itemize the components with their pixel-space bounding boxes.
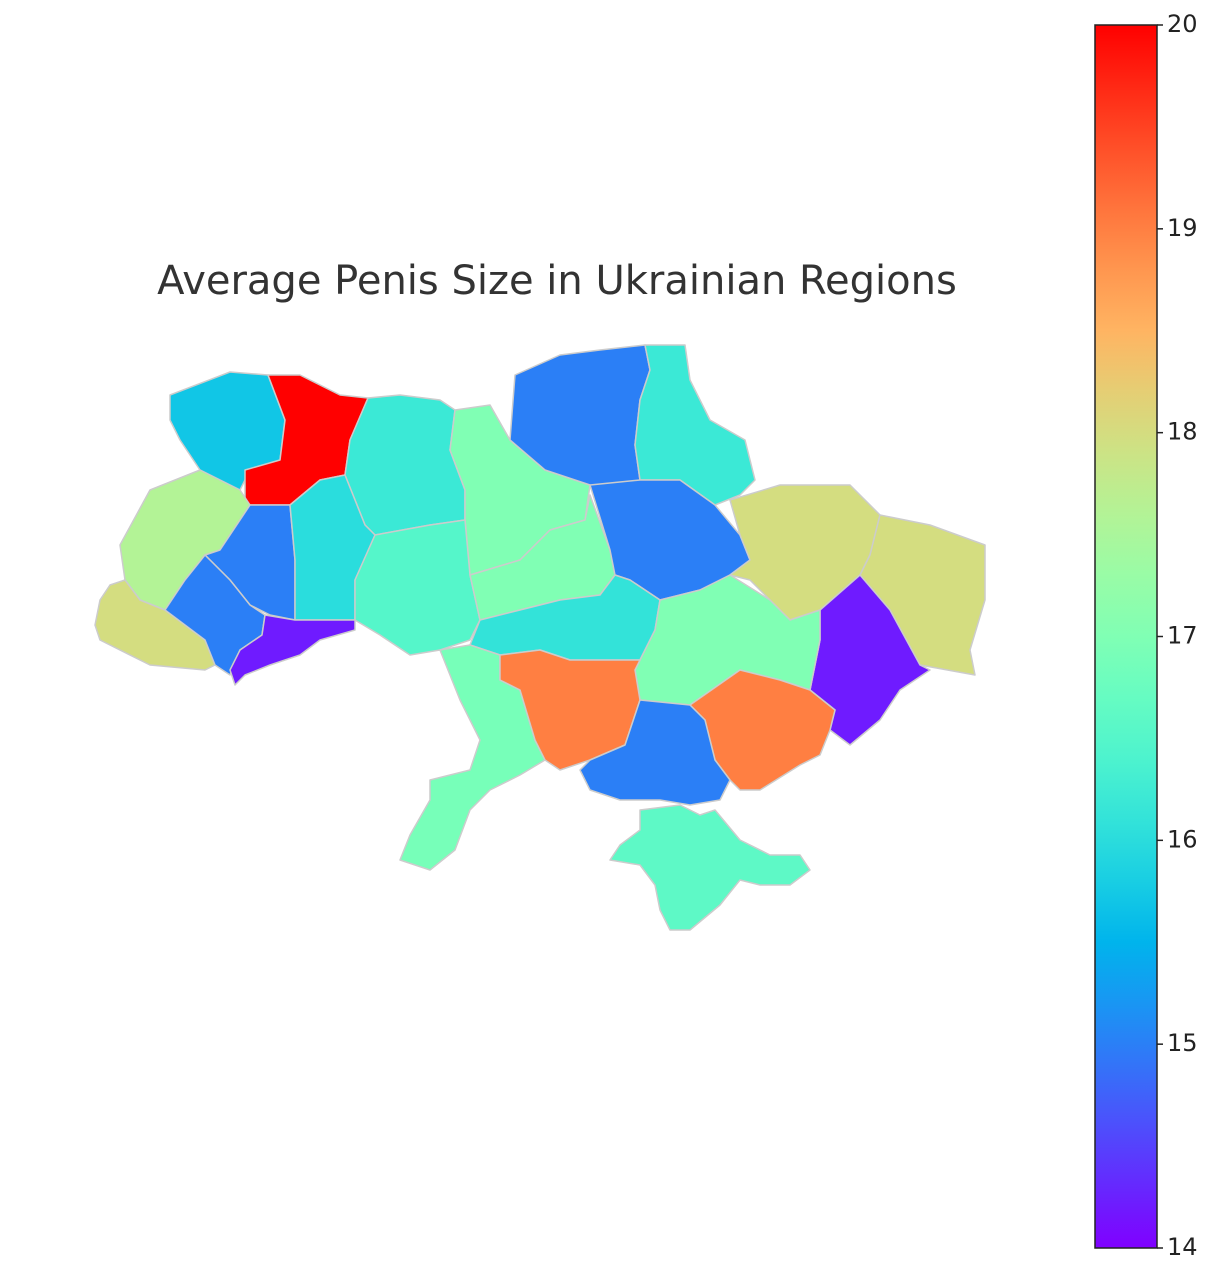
- colorbar-tick-label: 19: [1167, 214, 1198, 242]
- colorbar-tick-label: 18: [1167, 418, 1198, 446]
- colorbar-tick-label: 20: [1167, 10, 1198, 38]
- colorbar-tick-label: 17: [1167, 622, 1198, 650]
- colorbar-tick-label: 16: [1167, 825, 1198, 853]
- region: [229, 614, 356, 686]
- region: [579, 699, 731, 806]
- regions: [94, 344, 986, 931]
- region: [354, 519, 481, 656]
- region: [634, 344, 756, 506]
- colorbar-tick-label: 15: [1167, 1029, 1198, 1057]
- colorbar: [1094, 24, 1158, 1249]
- region: [859, 514, 986, 676]
- colorbar-tick-label: 14: [1167, 1233, 1198, 1261]
- chart-title: Average Penis Size in Ukrainian Regions: [157, 258, 957, 304]
- region: [609, 804, 811, 931]
- region: [344, 394, 466, 536]
